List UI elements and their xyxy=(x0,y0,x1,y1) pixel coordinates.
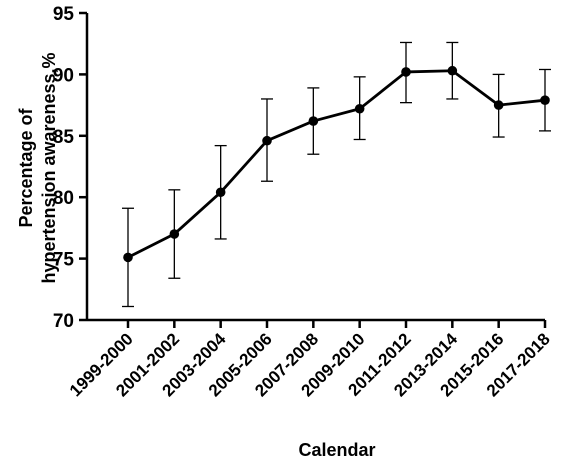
data-point xyxy=(169,229,180,239)
data-point xyxy=(308,116,319,126)
x-axis-title: Calendar xyxy=(298,440,375,460)
data-point xyxy=(447,65,458,76)
error-bars xyxy=(122,41,551,308)
data-point xyxy=(540,95,550,105)
y-tick-label: 70 xyxy=(53,311,74,332)
y-tick-label: 85 xyxy=(53,127,75,148)
data-point xyxy=(401,67,411,77)
data-point xyxy=(493,100,504,110)
data-point xyxy=(354,103,365,114)
y-tick-label: 75 xyxy=(53,250,75,271)
series xyxy=(123,65,550,263)
y-tick-label: 80 xyxy=(53,188,74,209)
axes xyxy=(79,11,547,328)
y-tick-label: 90 xyxy=(53,65,74,86)
data-point xyxy=(262,135,272,146)
y-axis-title-line-2: hypertension awareness,% xyxy=(39,52,59,283)
data-point xyxy=(123,252,133,263)
tick-labels: 7075808590951999-20002001-20022003-20042… xyxy=(53,4,554,400)
y-tick-label: 95 xyxy=(53,4,75,25)
series-line xyxy=(127,69,546,259)
data-point xyxy=(215,187,226,198)
axis-titles: Calendar Percentage of hypertension awar… xyxy=(16,52,376,460)
y-axis-title-line-1: Percentage of xyxy=(16,107,36,227)
